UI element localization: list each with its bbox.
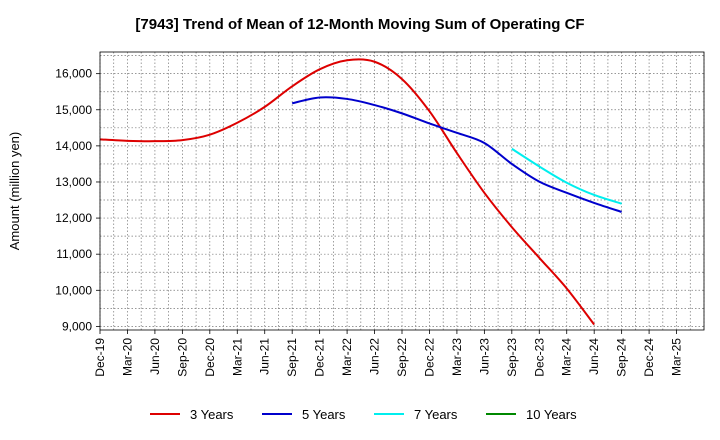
y-axis-label: Amount (million yen) bbox=[7, 132, 22, 251]
x-tick-label: Jun-20 bbox=[148, 338, 162, 375]
x-tick-label: Jun-24 bbox=[587, 338, 601, 375]
series-line-3-years bbox=[99, 58, 595, 326]
y-axis: 9,000 10,000 11,000 12,000 13,000 14,000 15,00… bbox=[55, 67, 100, 333]
x-axis: Dec-19 Mar-20 Jun-20 Sep-20 Dec-20 Mar-21 Jun-… bbox=[93, 330, 684, 377]
x-tick-label: Dec-20 bbox=[203, 338, 217, 377]
legend: 3 Years 5 Years 7 Years 10 Years bbox=[150, 407, 577, 422]
y-tick-label: 12,000 bbox=[55, 211, 92, 225]
y-tick-label: 11,000 bbox=[56, 247, 92, 261]
x-tick-label: Dec-24 bbox=[642, 338, 656, 377]
x-tick-label: Jun-22 bbox=[368, 338, 382, 375]
x-tick-label: Dec-21 bbox=[313, 338, 327, 377]
legend-label-10-years: 10 Years bbox=[526, 407, 577, 422]
x-tick-label: Mar-23 bbox=[450, 338, 464, 376]
grid bbox=[99, 52, 705, 330]
x-tick-label: Mar-22 bbox=[340, 338, 354, 376]
y-tick-label: 13,000 bbox=[55, 175, 92, 189]
y-tick-label: 14,000 bbox=[55, 139, 92, 153]
y-tick-label: 16,000 bbox=[55, 67, 92, 81]
y-tick-label: 9,000 bbox=[62, 319, 92, 333]
plot-frame bbox=[99, 51, 705, 331]
x-tick-label: Mar-25 bbox=[670, 338, 684, 376]
plot-background bbox=[100, 52, 704, 330]
x-tick-label: Jun-21 bbox=[258, 338, 272, 375]
x-tick-label: Dec-22 bbox=[422, 338, 436, 377]
y-tick-label: 15,000 bbox=[55, 103, 92, 117]
series-lines bbox=[99, 58, 622, 326]
x-tick-label: Sep-23 bbox=[505, 338, 519, 377]
y-tick-label: 10,000 bbox=[55, 283, 92, 297]
x-tick-label: Sep-24 bbox=[615, 338, 629, 377]
x-tick-label: Sep-22 bbox=[395, 338, 409, 377]
x-tick-label: Dec-19 bbox=[93, 338, 107, 377]
x-tick-label: Mar-20 bbox=[120, 338, 134, 376]
legend-label-5-years: 5 Years bbox=[302, 407, 346, 422]
series-line-7-years bbox=[511, 147, 622, 205]
legend-label-3-years: 3 Years bbox=[190, 407, 234, 422]
chart-title: [7943] Trend of Mean of 12-Month Moving … bbox=[135, 16, 584, 33]
x-tick-label: Sep-20 bbox=[175, 338, 189, 377]
x-tick-label: Dec-23 bbox=[532, 338, 546, 377]
x-tick-label: Mar-24 bbox=[560, 338, 574, 376]
series-line-5-years bbox=[291, 96, 622, 213]
x-tick-label: Mar-21 bbox=[230, 338, 244, 376]
legend-label-7-years: 7 Years bbox=[414, 407, 458, 422]
x-tick-label: Jun-23 bbox=[477, 338, 491, 375]
x-tick-label: Sep-21 bbox=[285, 338, 299, 377]
